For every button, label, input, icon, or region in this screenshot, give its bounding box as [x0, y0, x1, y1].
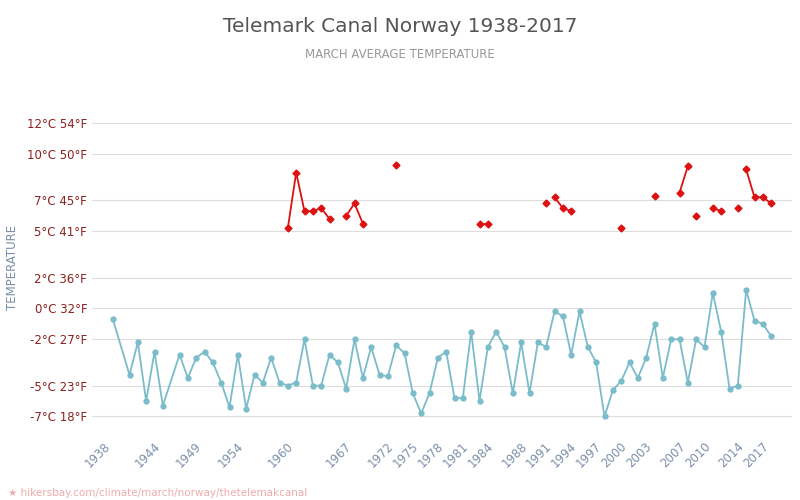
Text: Telemark Canal Norway 1938-2017: Telemark Canal Norway 1938-2017 — [222, 18, 578, 36]
Text: MARCH AVERAGE TEMPERATURE: MARCH AVERAGE TEMPERATURE — [305, 48, 495, 60]
Text: ★ hikersbay.com/climate/march/norway/thetelemakcanal: ★ hikersbay.com/climate/march/norway/the… — [8, 488, 307, 498]
Y-axis label: TEMPERATURE: TEMPERATURE — [6, 225, 18, 310]
